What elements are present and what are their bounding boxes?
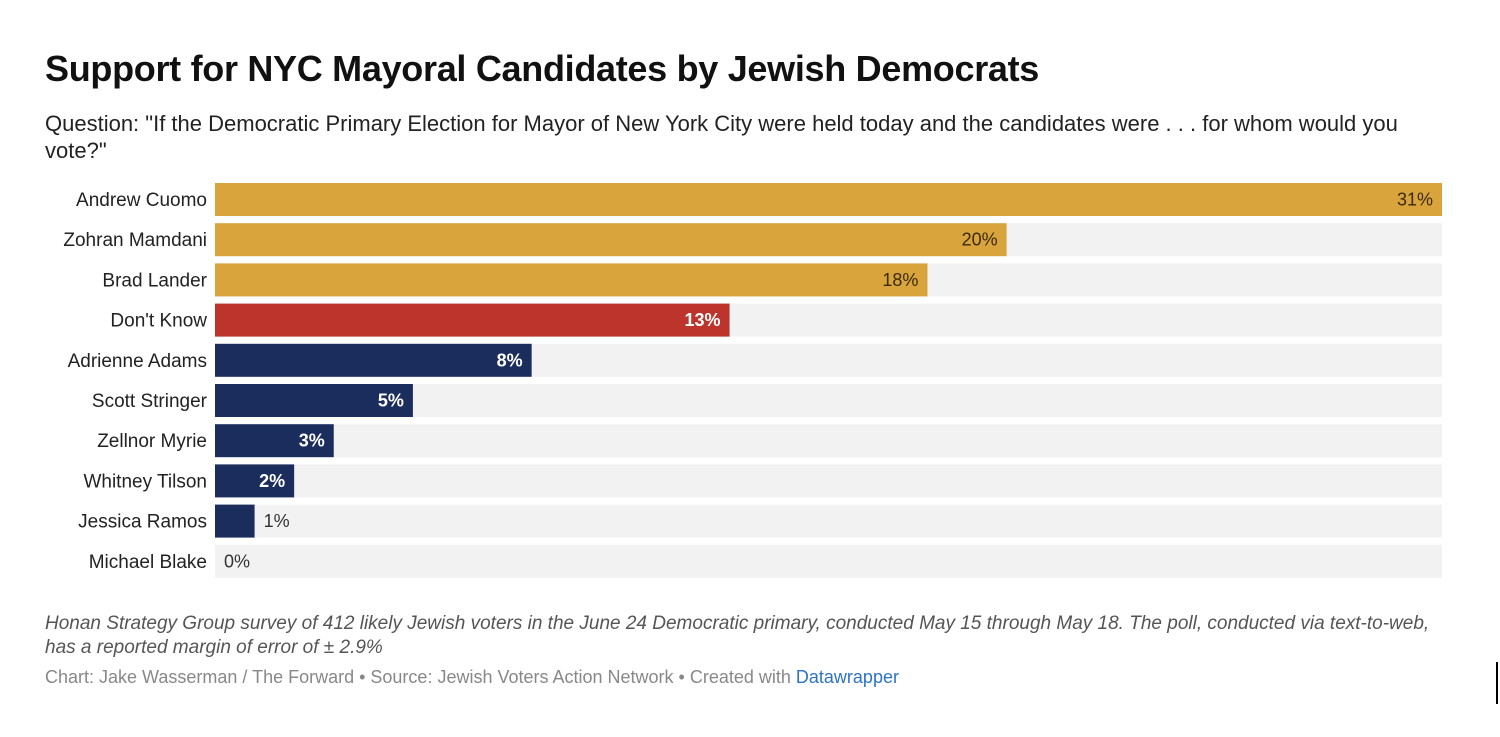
bar-track-scott-stringer — [215, 384, 1442, 417]
bar-track-michael-blake — [215, 544, 1442, 578]
bar-track-zellnor-myrie — [215, 424, 1442, 458]
chart-credits: Chart: Jake Wasserman / The Forward • So… — [45, 666, 899, 688]
chart-title: Support for NYC Mayoral Candidates by Je… — [45, 48, 1040, 89]
category-label: Zellnor Myrie — [97, 431, 207, 452]
bar-brad-lander — [215, 263, 928, 297]
category-label: Jessica Ramos — [78, 512, 207, 533]
text-cursor-icon — [1496, 662, 1498, 704]
bar-chart: Andrew Cuomo 31% Zohran Mamdani 20% Brad Lan… — [63, 183, 1442, 578]
bar-zellnor-myrie — [215, 424, 334, 458]
category-label: Andrew Cuomo — [76, 190, 207, 211]
bar-adrienne-adams — [215, 343, 532, 377]
value-label: 31% — [1397, 190, 1433, 210]
value-label: 5% — [378, 391, 404, 411]
bar-track-jessica-ramos — [215, 504, 1442, 538]
value-label: 0% — [224, 551, 250, 571]
value-label: 20% — [962, 230, 998, 250]
bar-scott-stringer — [215, 384, 413, 417]
value-label: 13% — [685, 310, 721, 330]
category-label: Adrienne Adams — [68, 351, 207, 372]
bar-don-t-know — [215, 303, 730, 337]
category-label: Scott Stringer — [92, 391, 208, 412]
value-label: 8% — [497, 350, 523, 370]
chart-subtitle: Question: "If the Democratic Primary Ele… — [45, 111, 1398, 163]
category-label: Brad Lander — [102, 270, 207, 291]
value-label: 3% — [299, 431, 325, 451]
bar-zohran-mamdani — [215, 223, 1007, 257]
category-label: Whitney Tilson — [83, 471, 207, 492]
value-label: 18% — [882, 270, 918, 290]
bar-andrew-cuomo — [215, 183, 1442, 216]
bar-track-whitney-tilson — [215, 464, 1442, 498]
bar-whitney-tilson — [215, 464, 295, 498]
value-label: 1% — [264, 511, 290, 531]
category-label: Michael Blake — [89, 552, 207, 573]
chart-notes: Honan Strategy Group survey of 412 likel… — [45, 613, 1430, 658]
datawrapper-link[interactable]: Datawrapper — [795, 667, 899, 687]
credits-text: Chart: Jake Wasserman / The Forward • So… — [45, 667, 796, 687]
bar-jessica-ramos — [215, 504, 255, 538]
category-label: Zohran Mamdani — [63, 230, 207, 251]
category-label: Don't Know — [110, 311, 207, 332]
value-label: 2% — [259, 471, 285, 491]
